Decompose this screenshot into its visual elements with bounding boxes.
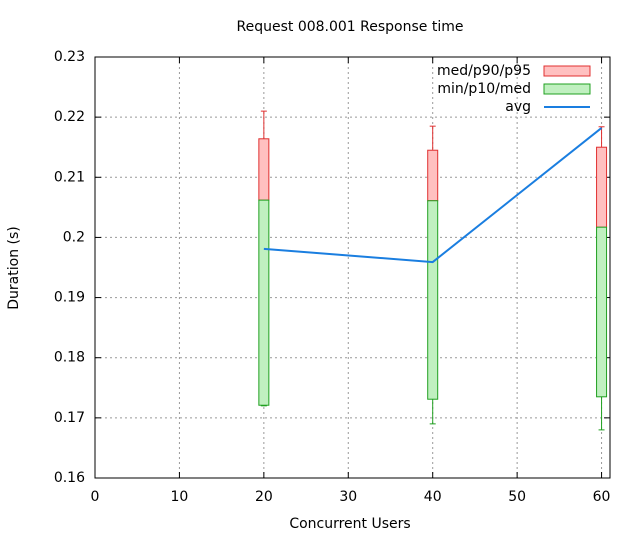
- box-lower: [427, 200, 439, 400]
- y-tick-label: 0.17: [54, 410, 85, 426]
- x-tick-label: 30: [339, 489, 357, 505]
- y-tick-label: 0.21: [54, 169, 85, 185]
- legend-label: med/p90/p95: [437, 63, 531, 79]
- y-axis-label: Duration (s): [6, 226, 22, 309]
- x-tick-label: 40: [424, 489, 442, 505]
- legend-label: avg: [505, 99, 531, 115]
- x-tick-label: 20: [255, 489, 273, 505]
- x-tick-label: 50: [508, 489, 526, 505]
- legend-label: min/p10/med: [437, 81, 531, 97]
- avg-line: [263, 127, 603, 264]
- x-axis-label: Concurrent Users: [289, 516, 410, 532]
- box-upper: [596, 146, 608, 228]
- x-tick-label: 10: [171, 489, 189, 505]
- box-lower: [596, 226, 608, 398]
- legend-swatch: [543, 65, 591, 77]
- x-tick-label: 60: [593, 489, 611, 505]
- y-tick-label: 0.2: [63, 229, 85, 245]
- box-upper: [427, 149, 439, 202]
- box-lower: [258, 199, 270, 406]
- y-tick-label: 0.18: [54, 350, 85, 366]
- plot-frame: [94, 56, 611, 479]
- y-tick-label: 0.16: [54, 470, 85, 486]
- x-tick-label: 0: [91, 489, 100, 505]
- y-tick-label: 0.22: [54, 109, 85, 125]
- legend-swatch: [543, 83, 591, 95]
- chart-title: Request 008.001 Response time: [237, 19, 464, 35]
- y-tick-label: 0.19: [54, 290, 85, 306]
- box-upper: [258, 138, 270, 201]
- y-tick-label: 0.23: [54, 49, 85, 65]
